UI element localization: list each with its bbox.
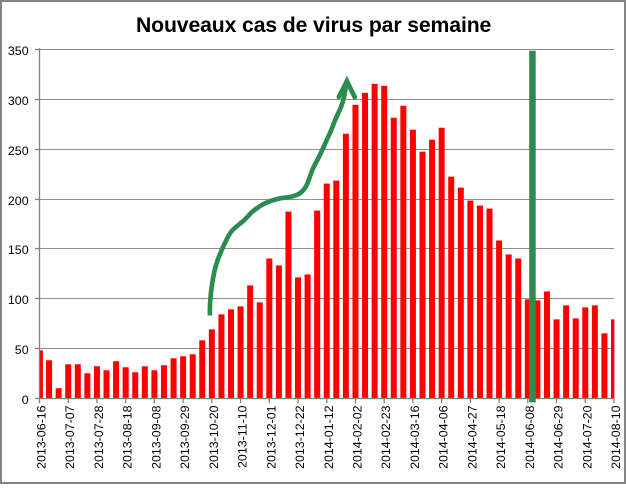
svg-text:2013-09-08: 2013-09-08 bbox=[149, 405, 163, 468]
svg-text:2014-03-16: 2014-03-16 bbox=[408, 405, 422, 468]
svg-text:50: 50 bbox=[15, 343, 29, 357]
svg-text:2014-06-29: 2014-06-29 bbox=[552, 405, 566, 468]
svg-text:300: 300 bbox=[8, 94, 29, 108]
svg-text:2014-08-10: 2014-08-10 bbox=[609, 405, 623, 468]
svg-text:2013-07-07: 2013-07-07 bbox=[63, 405, 77, 468]
svg-text:250: 250 bbox=[8, 144, 29, 158]
svg-text:2014-04-06: 2014-04-06 bbox=[437, 405, 451, 468]
svg-text:2013-10-20: 2013-10-20 bbox=[207, 405, 221, 468]
svg-text:100: 100 bbox=[8, 293, 29, 307]
svg-text:0: 0 bbox=[22, 393, 29, 407]
svg-text:2013-08-18: 2013-08-18 bbox=[121, 405, 135, 468]
svg-text:2014-02-02: 2014-02-02 bbox=[351, 405, 365, 468]
svg-text:2013-06-16: 2013-06-16 bbox=[35, 405, 49, 468]
svg-text:150: 150 bbox=[8, 243, 29, 257]
svg-text:2013-12-01: 2013-12-01 bbox=[264, 405, 278, 468]
svg-text:2014-04-27: 2014-04-27 bbox=[465, 405, 479, 468]
svg-text:2013-07-28: 2013-07-28 bbox=[92, 405, 106, 468]
svg-text:200: 200 bbox=[8, 194, 29, 208]
svg-text:2013-12-22: 2013-12-22 bbox=[293, 405, 307, 468]
svg-text:2014-01-12: 2014-01-12 bbox=[322, 405, 336, 468]
svg-text:2013-11-10: 2013-11-10 bbox=[236, 405, 250, 468]
svg-text:2014-07-20: 2014-07-20 bbox=[580, 405, 594, 468]
svg-text:350: 350 bbox=[8, 44, 29, 58]
svg-text:2014-06-08: 2014-06-08 bbox=[523, 405, 537, 468]
svg-text:2014-02-23: 2014-02-23 bbox=[379, 405, 393, 468]
svg-text:2013-09-29: 2013-09-29 bbox=[178, 405, 192, 468]
svg-text:Nouveaux cas de virus par sema: Nouveaux cas de virus par semaine bbox=[136, 14, 492, 37]
svg-text:2014-05-18: 2014-05-18 bbox=[494, 405, 508, 468]
